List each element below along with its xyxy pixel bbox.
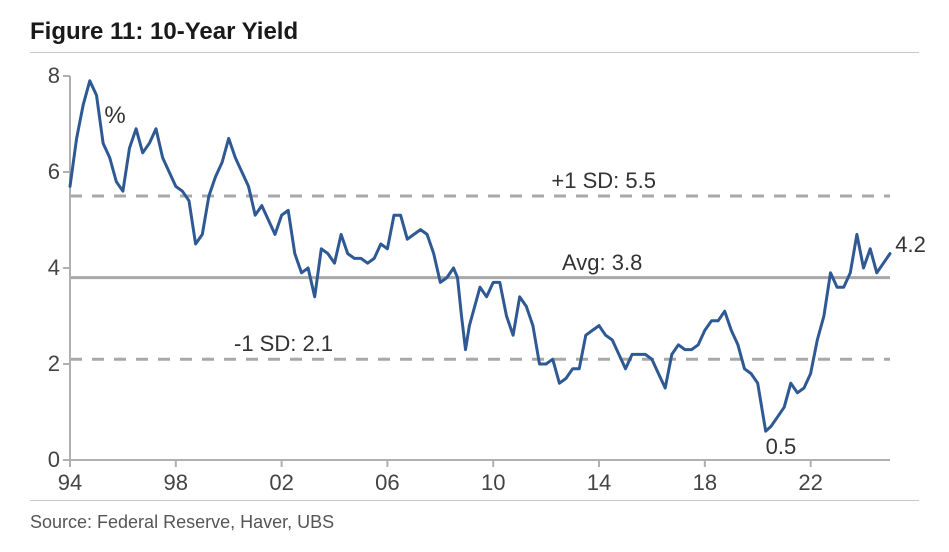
footer-divider <box>30 500 919 501</box>
x-tick-label: 98 <box>164 470 188 496</box>
figure-container: Figure 11: 10-Year Yield Source: Federal… <box>0 0 949 552</box>
yield-series-line <box>70 81 890 431</box>
data-point-label: 4.2 <box>895 232 926 258</box>
figure-title: Figure 11: 10-Year Yield <box>30 18 298 46</box>
x-tick-label: 14 <box>587 470 611 496</box>
y-tick-label: 4 <box>30 255 60 281</box>
reference-line-label: -1 SD: 2.1 <box>234 331 333 357</box>
x-tick-label: 22 <box>798 470 822 496</box>
title-divider <box>30 52 919 53</box>
y-tick-label: 0 <box>30 447 60 473</box>
y-unit-label: % <box>104 102 125 130</box>
chart-svg <box>60 70 920 490</box>
x-tick-label: 94 <box>58 470 82 496</box>
x-tick-label: 18 <box>693 470 717 496</box>
y-tick-label: 8 <box>30 63 60 89</box>
x-tick-label: 06 <box>375 470 399 496</box>
chart-plot-area <box>60 70 920 490</box>
x-tick-label: 02 <box>269 470 293 496</box>
x-tick-label: 10 <box>481 470 505 496</box>
y-tick-label: 2 <box>30 351 60 377</box>
source-text: Source: Federal Reserve, Haver, UBS <box>30 512 334 533</box>
y-tick-label: 6 <box>30 159 60 185</box>
reference-line-label: +1 SD: 5.5 <box>551 168 656 194</box>
data-point-label: 0.5 <box>766 434 797 460</box>
reference-line-label: Avg: 3.8 <box>562 250 642 276</box>
